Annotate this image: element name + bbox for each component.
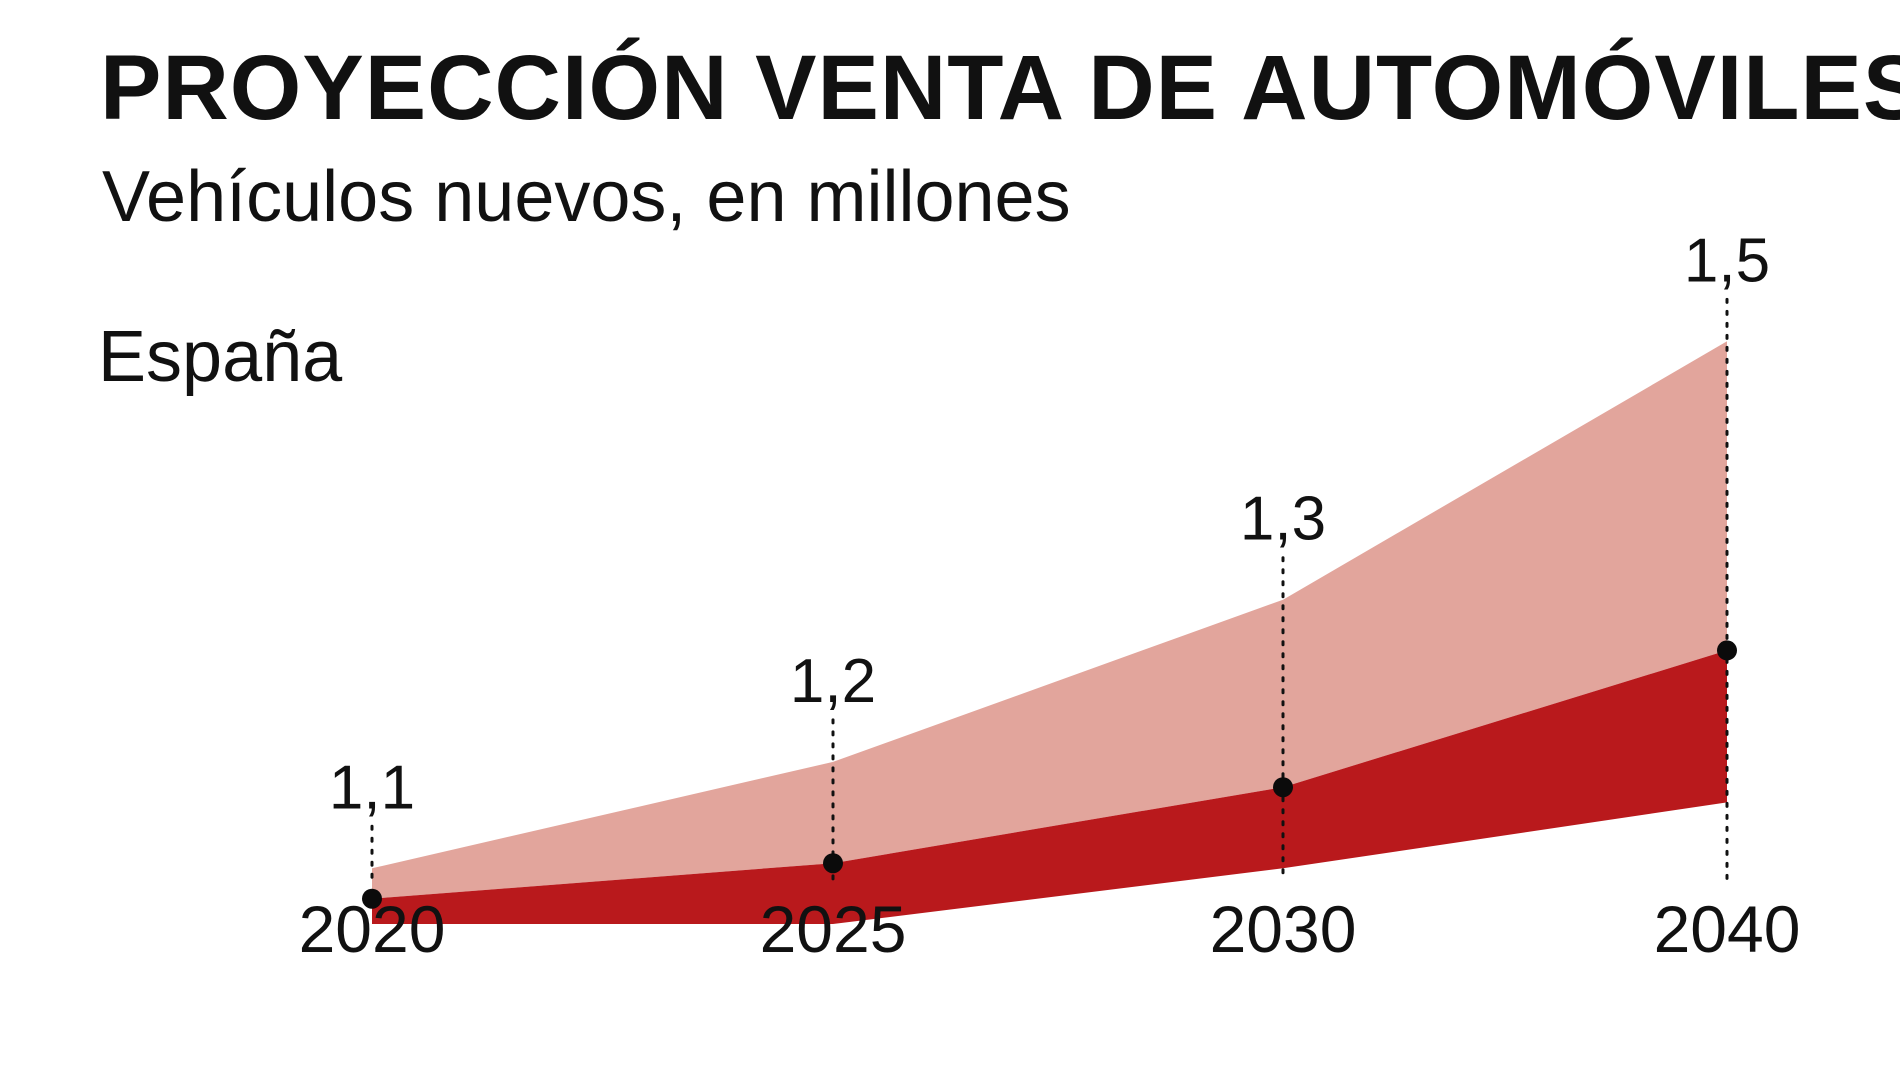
data-label: 1,1: [329, 753, 415, 822]
region-label: España: [98, 317, 343, 397]
upper-range-area: [372, 341, 1727, 899]
lower-range-area: [372, 650, 1727, 924]
data-label: 1,5: [1684, 226, 1770, 295]
chart-subtitle: Vehículos nuevos, en millones: [102, 157, 1071, 237]
x-axis-ticks: 2020 2025 2030 2040: [299, 892, 1801, 966]
x-tick-label: 2040: [1654, 892, 1801, 966]
data-point: [1717, 640, 1737, 661]
area-bands: [372, 341, 1727, 924]
chart-title: PROYECCIÓN VENTA DE AUTOMÓVILES: [100, 37, 1900, 139]
data-point: [362, 888, 382, 909]
data-label: 1,2: [790, 647, 876, 716]
x-tick-label: 2030: [1210, 892, 1357, 966]
x-tick-label: 2025: [760, 892, 907, 966]
x-tick-label: 2020: [299, 892, 446, 966]
data-points: [362, 640, 1737, 909]
data-labels: 1,1 1,2 1,3 1,5: [329, 226, 1770, 822]
data-label: 1,3: [1240, 485, 1326, 554]
data-point: [1273, 777, 1293, 798]
data-point: [823, 853, 843, 874]
